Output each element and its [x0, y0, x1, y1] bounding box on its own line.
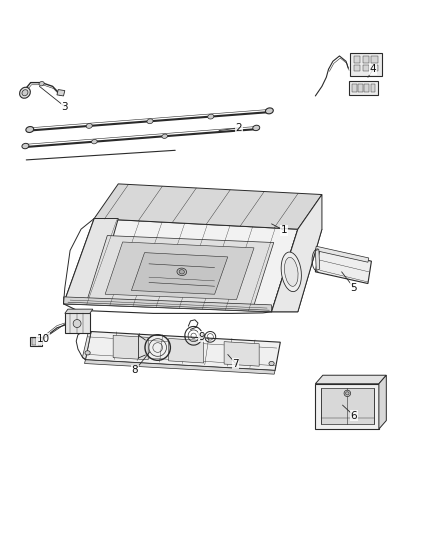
Polygon shape [38, 338, 41, 345]
Polygon shape [354, 65, 360, 71]
Ellipse shape [177, 268, 187, 276]
Ellipse shape [344, 390, 350, 397]
Polygon shape [371, 65, 378, 71]
Polygon shape [32, 338, 36, 345]
Text: 1: 1 [280, 225, 287, 235]
Ellipse shape [39, 82, 44, 86]
Polygon shape [364, 84, 369, 92]
Polygon shape [65, 313, 90, 333]
Polygon shape [371, 84, 375, 92]
Polygon shape [315, 375, 386, 384]
Polygon shape [315, 384, 379, 429]
Polygon shape [169, 338, 204, 363]
Ellipse shape [208, 114, 214, 119]
Ellipse shape [265, 108, 273, 114]
Polygon shape [65, 309, 93, 313]
Polygon shape [354, 56, 360, 63]
Polygon shape [113, 335, 148, 360]
Polygon shape [82, 329, 91, 360]
Text: 3: 3 [61, 102, 68, 111]
Polygon shape [379, 375, 386, 429]
Ellipse shape [147, 119, 153, 124]
Ellipse shape [281, 252, 301, 292]
Polygon shape [64, 219, 298, 312]
Ellipse shape [73, 319, 81, 327]
Ellipse shape [284, 257, 298, 286]
Polygon shape [88, 236, 274, 305]
Polygon shape [371, 56, 378, 63]
Ellipse shape [22, 90, 28, 96]
Text: 6: 6 [350, 411, 357, 421]
Ellipse shape [86, 124, 92, 128]
Ellipse shape [269, 361, 274, 366]
Text: 2: 2 [235, 123, 242, 133]
Polygon shape [64, 297, 272, 312]
Polygon shape [315, 246, 369, 262]
Ellipse shape [253, 125, 260, 131]
Ellipse shape [162, 134, 167, 139]
Text: 9: 9 [198, 332, 205, 342]
Polygon shape [94, 184, 322, 229]
Polygon shape [363, 65, 369, 71]
Polygon shape [64, 219, 118, 304]
Ellipse shape [346, 392, 349, 395]
Ellipse shape [179, 270, 184, 274]
Polygon shape [315, 249, 371, 284]
Polygon shape [224, 342, 259, 366]
Polygon shape [57, 90, 65, 96]
Text: 5: 5 [350, 283, 357, 293]
Ellipse shape [85, 351, 90, 355]
Polygon shape [105, 242, 254, 300]
Polygon shape [85, 332, 280, 370]
Ellipse shape [22, 143, 29, 149]
Polygon shape [85, 360, 275, 374]
Polygon shape [350, 53, 382, 76]
Polygon shape [363, 56, 369, 63]
Text: 8: 8 [131, 366, 138, 375]
Ellipse shape [26, 126, 34, 133]
Polygon shape [272, 195, 322, 312]
Polygon shape [349, 81, 378, 95]
Polygon shape [315, 249, 320, 270]
Text: 4: 4 [370, 64, 377, 74]
Polygon shape [358, 84, 363, 92]
Polygon shape [352, 84, 357, 92]
Polygon shape [30, 337, 42, 346]
Ellipse shape [92, 140, 97, 144]
Text: 7: 7 [232, 359, 239, 368]
Text: 10: 10 [36, 334, 49, 344]
Ellipse shape [20, 87, 30, 98]
Polygon shape [272, 229, 322, 312]
Polygon shape [131, 253, 228, 294]
Polygon shape [321, 388, 374, 424]
